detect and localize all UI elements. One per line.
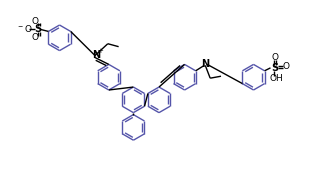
Text: +: + — [97, 48, 103, 54]
Text: O: O — [272, 53, 279, 62]
Text: S: S — [34, 24, 41, 34]
Text: OH: OH — [269, 74, 283, 83]
Text: $^-$O: $^-$O — [16, 23, 32, 34]
Text: O: O — [31, 33, 38, 42]
Text: O: O — [31, 17, 38, 26]
Text: O: O — [283, 62, 290, 71]
Text: N: N — [201, 59, 209, 69]
Text: N: N — [92, 50, 100, 60]
Text: S: S — [271, 63, 278, 73]
